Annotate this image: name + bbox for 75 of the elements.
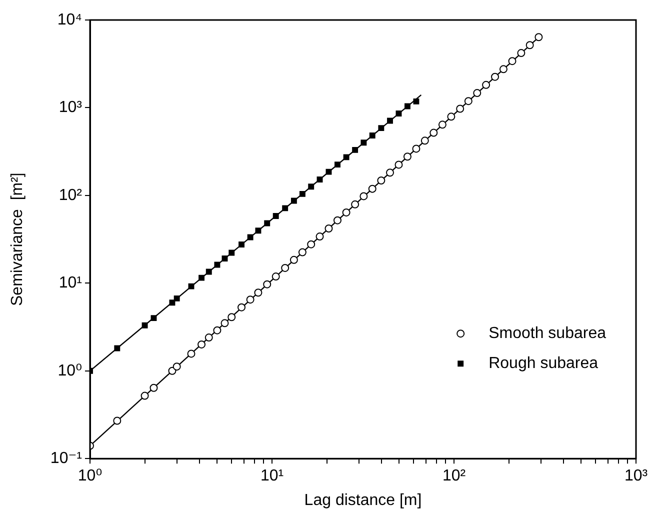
point: [369, 132, 376, 138]
point: [246, 296, 254, 304]
point: [263, 280, 272, 288]
point: [377, 176, 386, 185]
point: [517, 49, 526, 58]
point: [264, 220, 270, 226]
point: [438, 120, 446, 129]
y-tick-label: 10²: [58, 186, 83, 204]
point: [386, 168, 394, 177]
point: [420, 136, 429, 145]
point: [228, 250, 235, 256]
point: [298, 248, 306, 256]
point: [368, 184, 376, 193]
point: [482, 80, 490, 89]
point: [228, 313, 236, 322]
point: [316, 232, 324, 241]
point: [255, 228, 262, 234]
legend-label: Rough subarea: [488, 355, 598, 372]
point: [351, 200, 360, 208]
point: [526, 41, 534, 50]
point: [334, 162, 340, 168]
point: [282, 205, 288, 212]
point: [499, 65, 508, 74]
point: [326, 168, 332, 175]
point: [299, 190, 306, 197]
point: [333, 216, 342, 224]
point: [403, 152, 412, 161]
point: [324, 224, 333, 232]
point: [394, 160, 403, 169]
point: [343, 154, 350, 160]
point: [272, 272, 280, 281]
point: [290, 198, 297, 204]
point: [307, 240, 316, 248]
point: [491, 72, 500, 81]
y-tick-label: 10⁴: [57, 11, 82, 28]
y-axis-title: Semivariance [m²]: [9, 172, 26, 306]
point: [456, 104, 464, 113]
point: [316, 176, 323, 182]
point: [430, 128, 438, 137]
point: [238, 242, 244, 248]
x-tick-label: 10²: [442, 468, 466, 485]
point: [308, 184, 314, 190]
point: [396, 110, 402, 116]
point: [473, 89, 482, 98]
point: [342, 208, 350, 216]
y-tick-label: 10³: [58, 99, 83, 116]
y-tick-label: 10⁰: [58, 362, 82, 380]
point: [222, 256, 228, 262]
point: [413, 98, 420, 104]
point: [290, 256, 298, 264]
point: [360, 192, 368, 200]
point: [220, 319, 229, 328]
point: [378, 125, 384, 132]
x-tick-label: 10⁰: [78, 468, 102, 485]
x-tick-label: 10³: [624, 468, 648, 485]
point: [412, 144, 420, 153]
y-tick-label: 10⁻¹: [50, 450, 82, 468]
point: [464, 97, 472, 106]
point: [352, 146, 358, 153]
point: [254, 288, 262, 297]
point: [247, 234, 254, 240]
point: [360, 140, 367, 146]
point: [169, 300, 176, 306]
point: [447, 112, 456, 121]
x-axis-title: Lag distance [m]: [304, 492, 422, 509]
point: [281, 264, 290, 272]
y-tick-label: 10¹: [58, 274, 82, 292]
point: [508, 57, 516, 66]
point: [387, 118, 393, 124]
point: [238, 303, 246, 312]
point: [272, 213, 279, 219]
point: [534, 33, 543, 42]
x-tick-label: 10¹: [260, 468, 284, 485]
legend-label: Smooth subarea: [488, 325, 606, 342]
point: [404, 103, 410, 110]
